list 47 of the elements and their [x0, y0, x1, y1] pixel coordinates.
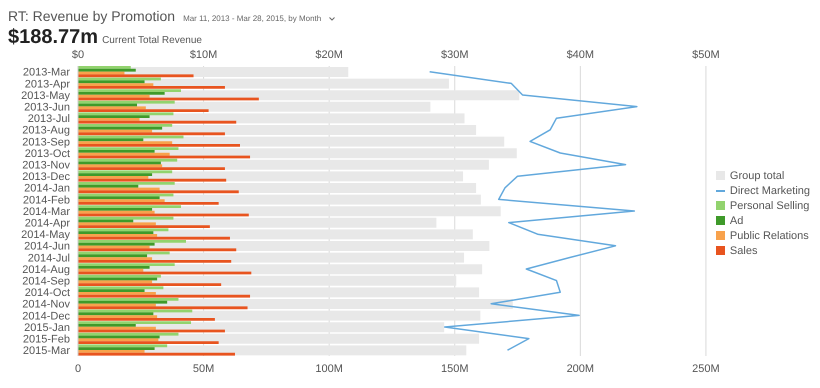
- y-tick-label: 2014-Dec: [22, 310, 70, 322]
- y-tick-label: 2013-Jul: [28, 113, 70, 126]
- legend-label: Public Relations: [730, 230, 809, 242]
- x2-tick-label: $40M: [566, 49, 594, 61]
- y-tick-label: 2015-Mar: [22, 345, 70, 358]
- y-tick-label: 2014-Feb: [22, 194, 70, 206]
- legend-label: Sales: [730, 244, 758, 256]
- y-tick-label: 2014-Oct: [24, 287, 70, 300]
- y-tick-label: 2014-Jan: [24, 182, 70, 195]
- x-tick-label: 0: [74, 362, 82, 375]
- y-tick-label: 2014-Aug: [22, 264, 70, 276]
- x2-tick-label: $50M: [692, 49, 720, 61]
- y-tick-label: 2013-Dec: [22, 171, 70, 184]
- legend-label: Personal Selling: [730, 200, 810, 212]
- y-tick-label: 2014-May: [21, 229, 70, 242]
- y-tick-label: 2013-Aug: [22, 124, 70, 137]
- x2-tick-label: $10M: [190, 49, 218, 61]
- text: $188.77m: [8, 26, 98, 49]
- chart-subtitle: Mar 11, 2013 - Mar 28, 2015, by Month: [183, 14, 322, 23]
- x-tick-label: 150M: [440, 362, 469, 375]
- x-tick-label: 100M: [315, 362, 343, 375]
- y-tick-label: 2014-Jul: [28, 252, 70, 264]
- legend-label: Ad: [730, 214, 744, 226]
- y-tick-label: 2014-Jun: [24, 240, 70, 253]
- y-tick-label: 2014-Apr: [24, 218, 70, 230]
- y-tick-label: 2013-Nov: [22, 160, 70, 172]
- y-tick-label: 2015-Jan: [24, 322, 70, 334]
- chart-title: RT: Revenue by Promotion: [8, 8, 176, 24]
- y-tick-label: 2013-Jun: [24, 102, 70, 114]
- x-tick-label: 50M: [192, 362, 214, 375]
- x2-tick-label: $0: [72, 49, 84, 61]
- y-tick-label: 2014-Sep: [22, 276, 70, 288]
- y-tick-label: 2013-Mar: [22, 66, 70, 79]
- y-tick-label: 2013-Oct: [24, 148, 70, 160]
- y-tick-label: 2015-Feb: [22, 334, 70, 346]
- y-tick-label: 2013-May: [21, 90, 70, 102]
- y-tick-label: 2013-Apr: [24, 78, 70, 90]
- legend-label: Direct Marketing: [730, 184, 810, 196]
- legend-label: Group total: [730, 170, 784, 182]
- y-tick-label: 2014-Nov: [22, 298, 70, 311]
- x-tick-label: 250M: [692, 362, 720, 375]
- text: Current Total Revenue: [102, 35, 202, 46]
- y-tick-label: 2014-Mar: [22, 206, 70, 218]
- x2-tick-label: $20M: [315, 49, 343, 61]
- x-tick-label: 200M: [566, 362, 594, 375]
- x2-tick-label: $30M: [440, 49, 469, 61]
- y-tick-label: 2013-Sep: [22, 136, 70, 148]
